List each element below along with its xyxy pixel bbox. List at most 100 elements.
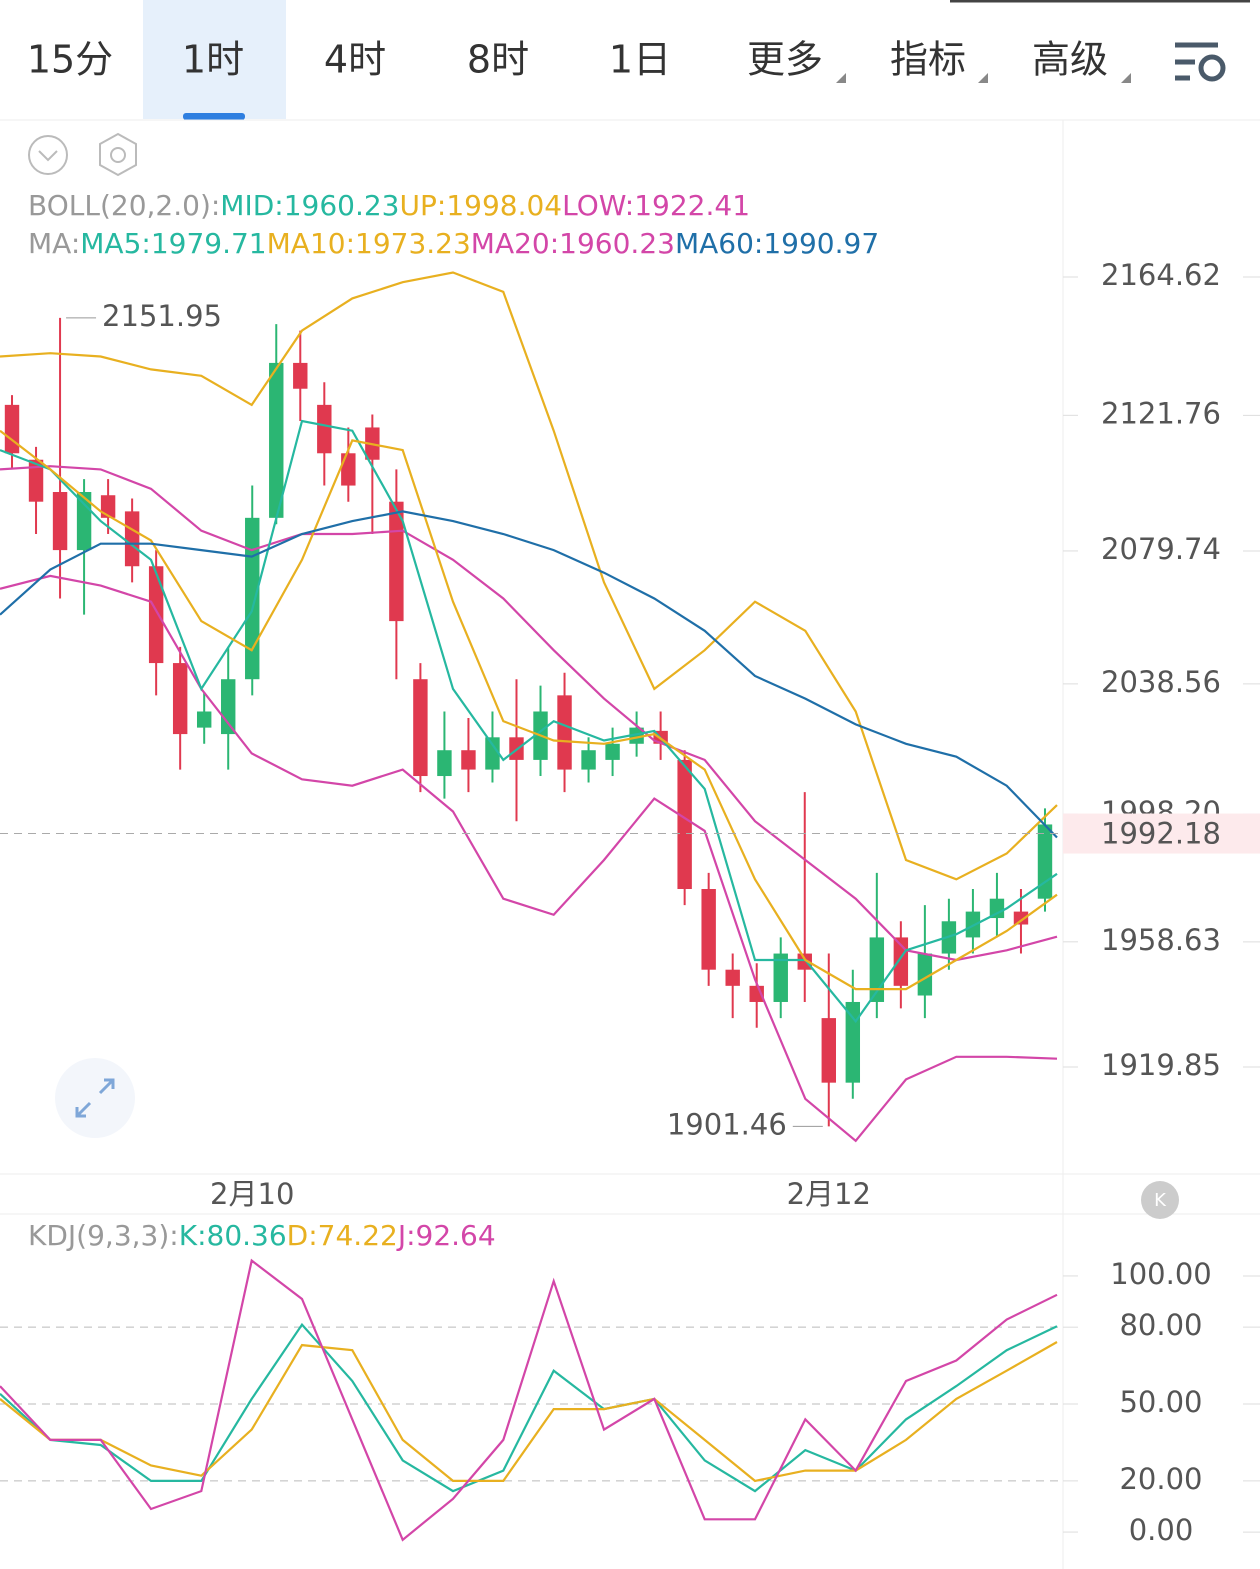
y-tick-label: 50.00 [1119,1385,1202,1419]
price-panel: 2164.622121.762079.742038.561998.201958.… [0,189,1260,1211]
tab[interactable]: 1时 [182,38,244,82]
candle-body [148,566,164,664]
y-tick-label: 2121.76 [1101,396,1221,430]
tab[interactable]: 高级 [1032,38,1108,82]
legend-item: J:92.64 [396,1219,496,1252]
legend: KDJ(9,3,3):K:80.36D:74.22J:92.64 [28,1219,496,1252]
candle-body [437,750,452,777]
candle-body [413,679,428,777]
candle-body [293,362,308,389]
y-tick-label: 100.00 [1110,1257,1211,1291]
legend-item: MID:1960.23 [220,189,399,222]
min-label: 1901.46 [667,1107,787,1141]
candle-body [557,695,572,770]
candle-body [245,517,260,680]
candle-body [269,362,284,518]
last-price-label: 1992.18 [1101,817,1221,851]
candle-body [124,511,140,567]
indicator-line [0,419,1058,1024]
settings-icon[interactable] [1175,42,1226,82]
candle-body [677,759,692,890]
candle-body [989,898,1005,919]
plot [0,1258,1058,1542]
candle-body [629,727,644,744]
legend-item: D:74.22 [287,1219,398,1252]
candle-body [797,953,812,970]
candle-body [317,404,332,454]
expand-button[interactable] [55,1058,135,1138]
tab[interactable]: 15分 [27,38,113,82]
legend-item: KDJ(9,3,3): [28,1219,179,1252]
candle-body [485,737,500,770]
y-tick-label: 80.00 [1119,1308,1202,1342]
x-tick-label: 2月10 [210,1177,294,1211]
tab[interactable]: 8时 [467,38,529,82]
y-tick-label: 20.00 [1119,1462,1202,1496]
y-tick-label: 1958.63 [1101,923,1221,957]
candle-body [1037,824,1053,899]
candle-body [821,1018,836,1083]
tab[interactable]: 指标 [890,38,966,82]
candle-body [196,711,212,728]
settings-hexagon[interactable] [99,132,137,177]
x-tick-label: 2月12 [787,1177,871,1211]
tab-bar: 15分 1时 4时 8时 1日 更多 指标 高级 [27,38,1108,82]
plot [0,271,1058,1143]
candle-body [4,404,20,454]
candle-body [701,889,716,970]
tab[interactable]: 更多 [747,38,823,82]
expand-icon [75,1078,115,1118]
candle-body [581,750,596,770]
legend-item: MA5:1979.71 [80,227,266,260]
candle-body [172,663,188,735]
rewind-button[interactable] [1141,1181,1179,1219]
selected-tab-underline [183,113,245,120]
legend-item: BOLL(20,2.0): [28,189,220,222]
selected-tab-bg [143,0,286,119]
legend-item: MA10:1973.23 [267,227,471,260]
indicator-line [0,429,1058,991]
candle-body [28,459,44,502]
max-label: 2151.95 [102,299,222,333]
dropdown-marks [836,73,1131,83]
legend-item: MA60:1990.97 [675,227,879,260]
legend-item: MA20:1960.23 [471,227,675,260]
y-tick-label: 2164.62 [1101,258,1221,292]
collapse-chevron [38,150,58,162]
y-tick-label: 1919.85 [1101,1048,1221,1082]
collapse-icon[interactable] [28,135,68,175]
legend-item: LOW:1922.41 [562,189,750,222]
candle-body [52,492,68,551]
candle-body [917,953,933,996]
candle-body [100,495,116,518]
indicator-line [0,1322,1058,1493]
candle-body [845,1001,861,1083]
candle-body [341,453,356,486]
y-tick-label: 2038.56 [1101,665,1221,699]
last-price-box [1063,813,1260,854]
indicator-line [0,510,1058,839]
indicator-line [0,271,1058,881]
rewind-icon: K [1154,1190,1167,1211]
candle-body [221,679,236,735]
y-tick-label: 2079.74 [1101,532,1221,566]
settings-hexagon-dot [110,147,126,163]
legend: MA:MA5:1979.71MA10:1973.23MA20:1960.23MA… [28,227,879,260]
y-tick-label: 0.00 [1129,1513,1194,1547]
candle-body [725,969,740,986]
kdj-panel: 100.00 80.00 50.00 20.00 0.00 KDJ(9,3,3):K:80… [0,1219,1260,1547]
legend-item: UP:1998.04 [400,189,563,222]
indicator-line [0,465,1058,962]
candle-body [1013,911,1029,925]
tab[interactable]: 4时 [324,38,386,82]
indicator-line [0,574,1058,1143]
candle-body [773,953,788,1002]
legend: BOLL(20,2.0):MID:1960.23UP:1998.04LOW:19… [28,189,750,222]
candle-body [605,743,620,760]
indicator-line [0,1258,1058,1542]
candle-body [461,750,476,770]
tab[interactable]: 1日 [609,38,671,82]
legend-item: MA: [28,227,80,260]
